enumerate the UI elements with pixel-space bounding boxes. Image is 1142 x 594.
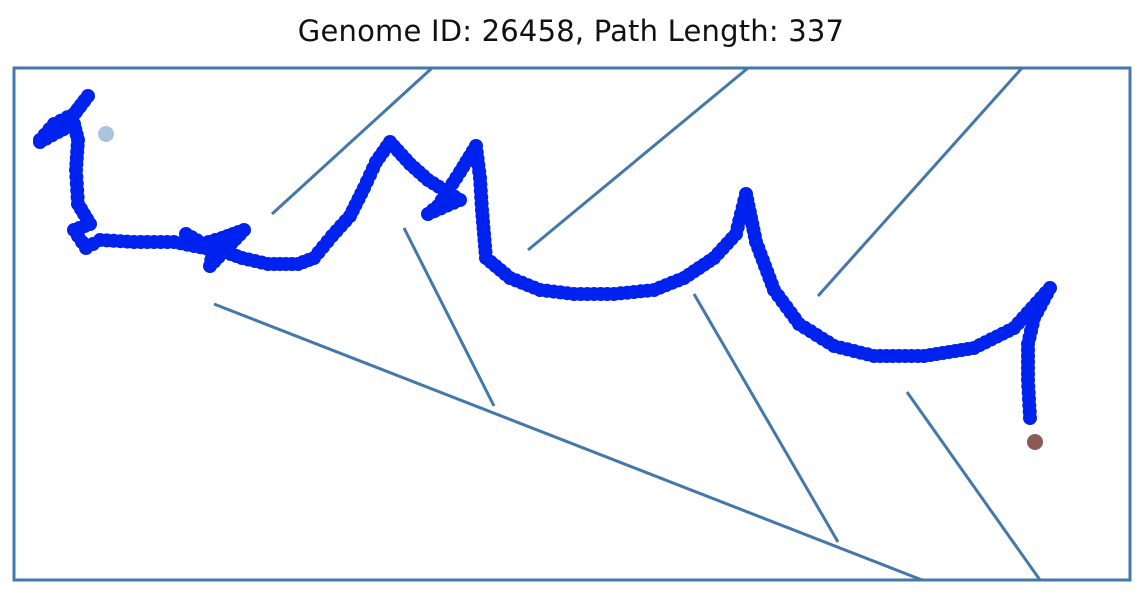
wall-line-1 [270, 66, 434, 216]
wall-line-2 [527, 66, 749, 252]
wall-line-4 [213, 302, 923, 582]
wall-line-5 [402, 227, 496, 407]
wall-line-3 [816, 66, 1024, 298]
wall-line-7 [905, 391, 1042, 581]
chart-title: Genome ID: 26458, Path Length: 337 [297, 14, 845, 48]
path-point [33, 133, 47, 147]
plot-frame [12, 66, 1132, 582]
start-point-marker [98, 126, 114, 142]
end-point-marker [1027, 434, 1043, 450]
path-group [33, 89, 1057, 425]
wall-line-6 [692, 293, 840, 543]
walls-group [213, 66, 1042, 582]
